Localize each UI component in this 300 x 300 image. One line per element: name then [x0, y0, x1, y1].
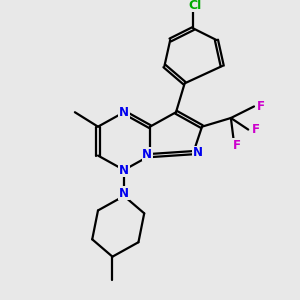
Text: F: F — [257, 100, 265, 113]
Text: N: N — [119, 187, 129, 200]
Text: N: N — [119, 106, 129, 119]
Text: F: F — [233, 139, 241, 152]
Text: N: N — [119, 164, 129, 176]
Text: F: F — [251, 123, 260, 136]
Text: N: N — [193, 146, 203, 159]
Text: N: N — [142, 148, 152, 160]
Text: Cl: Cl — [188, 0, 201, 12]
